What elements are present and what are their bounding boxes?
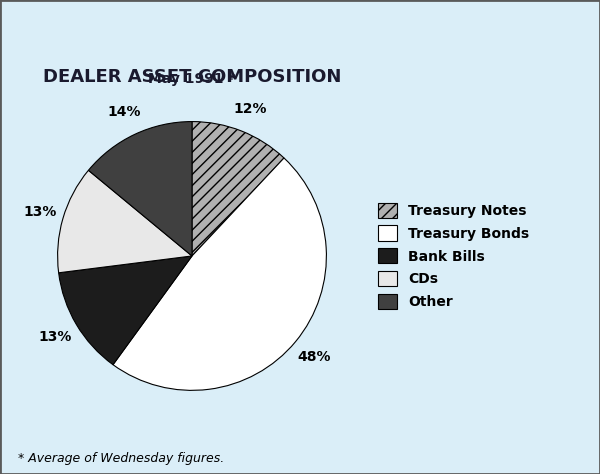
Wedge shape [113, 158, 326, 391]
Text: May 1991 *: May 1991 * [148, 72, 236, 85]
Text: * Average of Wednesday figures.: * Average of Wednesday figures. [18, 452, 224, 465]
Text: 14%: 14% [108, 105, 141, 119]
Text: 13%: 13% [39, 330, 72, 344]
Text: 48%: 48% [298, 350, 331, 364]
Wedge shape [58, 170, 192, 273]
Wedge shape [88, 121, 192, 256]
Text: 12%: 12% [233, 101, 267, 116]
Wedge shape [192, 121, 284, 256]
Wedge shape [59, 256, 192, 365]
Title: DEALER ASSET COMPOSITION: DEALER ASSET COMPOSITION [43, 68, 341, 86]
Text: 13%: 13% [23, 205, 56, 219]
Legend: Treasury Notes, Treasury Bonds, Bank Bills, CDs, Other: Treasury Notes, Treasury Bonds, Bank Bil… [374, 199, 533, 313]
